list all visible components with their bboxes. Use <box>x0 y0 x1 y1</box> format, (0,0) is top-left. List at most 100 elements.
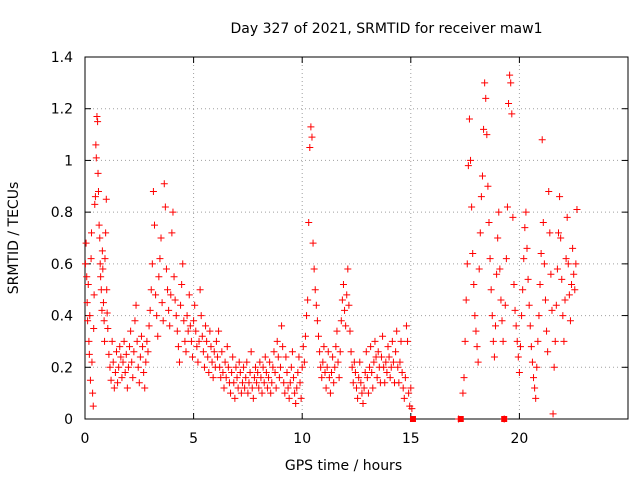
data-point <box>533 363 541 371</box>
data-point <box>161 203 169 211</box>
data-point <box>96 234 104 242</box>
data-point <box>486 255 494 263</box>
data-point <box>284 384 292 392</box>
data-point <box>514 353 522 361</box>
data-point <box>383 368 391 376</box>
data-point <box>122 350 130 358</box>
data-point <box>537 250 545 258</box>
data-point <box>465 115 473 123</box>
data-point <box>400 394 408 402</box>
data-point <box>305 218 313 226</box>
zero-marker <box>409 416 416 422</box>
data-point <box>192 327 200 335</box>
data-point <box>501 301 509 309</box>
data-point <box>180 317 188 325</box>
data-point <box>526 322 534 330</box>
data-point <box>171 296 179 304</box>
data-point <box>515 368 523 376</box>
data-point <box>562 255 570 263</box>
data-point <box>228 368 236 376</box>
data-point <box>547 270 555 278</box>
data-point <box>364 389 372 397</box>
data-point <box>133 337 141 345</box>
data-point <box>120 337 128 345</box>
y-tick-label: 0.6 <box>51 257 73 273</box>
data-point <box>520 255 528 263</box>
data-point <box>230 379 238 387</box>
data-point <box>573 206 581 214</box>
data-point <box>308 133 316 141</box>
data-point <box>544 348 552 356</box>
data-point <box>116 343 124 351</box>
data-point <box>242 374 250 382</box>
data-point <box>99 299 107 307</box>
data-point <box>144 348 152 356</box>
data-point <box>345 301 353 309</box>
data-point <box>276 363 284 371</box>
data-point <box>91 200 99 208</box>
data-point <box>511 306 519 314</box>
data-point <box>269 363 277 371</box>
data-point <box>476 229 484 237</box>
data-point <box>318 374 326 382</box>
data-point <box>87 255 95 263</box>
data-point <box>82 239 90 247</box>
data-point <box>309 239 317 247</box>
data-point <box>342 322 350 330</box>
data-point <box>550 363 558 371</box>
y-tick-label: 0 <box>64 412 73 428</box>
data-point <box>141 384 149 392</box>
data-point <box>499 337 507 345</box>
data-point <box>160 180 168 188</box>
data-point <box>560 337 568 345</box>
data-point <box>166 322 174 330</box>
data-point <box>353 384 360 392</box>
data-point <box>194 358 202 366</box>
data-point <box>128 358 136 366</box>
data-point <box>177 301 185 309</box>
data-point <box>552 301 560 309</box>
data-point <box>279 343 287 351</box>
data-point <box>565 291 573 299</box>
data-point <box>169 208 177 216</box>
data-point <box>543 327 551 335</box>
plot-frame <box>84 56 629 420</box>
data-point <box>392 348 400 356</box>
data-point <box>223 343 231 351</box>
data-point <box>92 154 100 162</box>
y-tick-label: 1.2 <box>51 102 73 118</box>
data-point <box>272 384 280 392</box>
data-point <box>330 379 338 387</box>
data-point <box>541 296 549 304</box>
data-point <box>367 343 375 351</box>
data-point <box>179 260 187 268</box>
data-point <box>119 358 127 366</box>
data-point <box>361 368 369 376</box>
data-point <box>106 363 114 371</box>
data-point <box>208 358 216 366</box>
data-point <box>83 299 91 307</box>
data-point <box>394 363 402 371</box>
data-point <box>170 273 178 281</box>
data-point <box>182 348 190 356</box>
data-point <box>503 203 511 211</box>
data-point <box>103 286 111 294</box>
data-point <box>155 273 163 281</box>
data-point <box>181 337 189 345</box>
data-point <box>253 379 261 387</box>
x-tick-label: 10 <box>293 431 311 447</box>
data-point <box>402 322 410 330</box>
data-point <box>271 368 279 376</box>
data-point <box>283 368 291 376</box>
data-point <box>102 195 110 203</box>
data-point <box>338 296 346 304</box>
data-point <box>88 358 96 366</box>
data-point <box>355 374 363 382</box>
data-point <box>134 363 142 371</box>
data-point <box>286 379 294 387</box>
data-point <box>265 374 273 382</box>
data-point <box>293 384 301 392</box>
data-point <box>568 281 576 289</box>
data-point <box>151 221 159 229</box>
data-point <box>333 327 341 335</box>
